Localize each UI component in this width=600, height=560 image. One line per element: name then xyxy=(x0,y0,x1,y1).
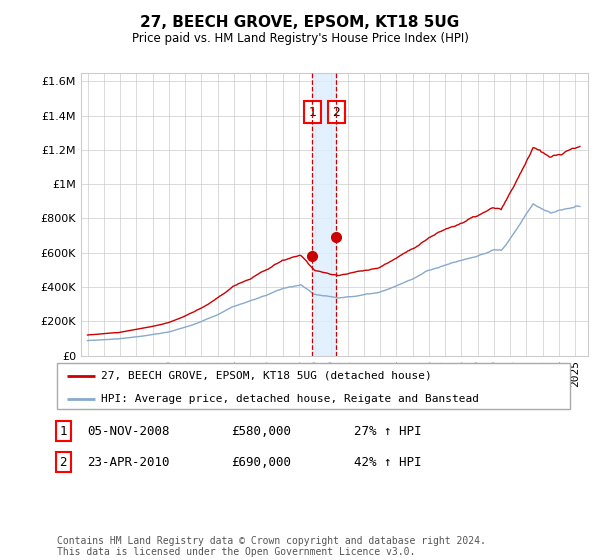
Text: 2: 2 xyxy=(59,455,67,469)
Text: £580,000: £580,000 xyxy=(231,424,291,438)
FancyBboxPatch shape xyxy=(57,363,570,409)
Text: 2: 2 xyxy=(332,106,340,119)
Text: Price paid vs. HM Land Registry's House Price Index (HPI): Price paid vs. HM Land Registry's House … xyxy=(131,32,469,45)
Text: 42% ↑ HPI: 42% ↑ HPI xyxy=(354,455,421,469)
Text: £690,000: £690,000 xyxy=(231,455,291,469)
Text: 27, BEECH GROVE, EPSOM, KT18 5UG: 27, BEECH GROVE, EPSOM, KT18 5UG xyxy=(140,15,460,30)
Text: 05-NOV-2008: 05-NOV-2008 xyxy=(87,424,170,438)
Bar xyxy=(313,73,336,356)
Text: 1: 1 xyxy=(59,424,67,438)
Text: 27, BEECH GROVE, EPSOM, KT18 5UG (detached house): 27, BEECH GROVE, EPSOM, KT18 5UG (detach… xyxy=(101,371,431,381)
Text: 27% ↑ HPI: 27% ↑ HPI xyxy=(354,424,421,438)
Text: 23-APR-2010: 23-APR-2010 xyxy=(87,455,170,469)
Text: 1: 1 xyxy=(308,106,316,119)
Text: HPI: Average price, detached house, Reigate and Banstead: HPI: Average price, detached house, Reig… xyxy=(101,394,479,404)
Text: Contains HM Land Registry data © Crown copyright and database right 2024.
This d: Contains HM Land Registry data © Crown c… xyxy=(57,535,486,557)
